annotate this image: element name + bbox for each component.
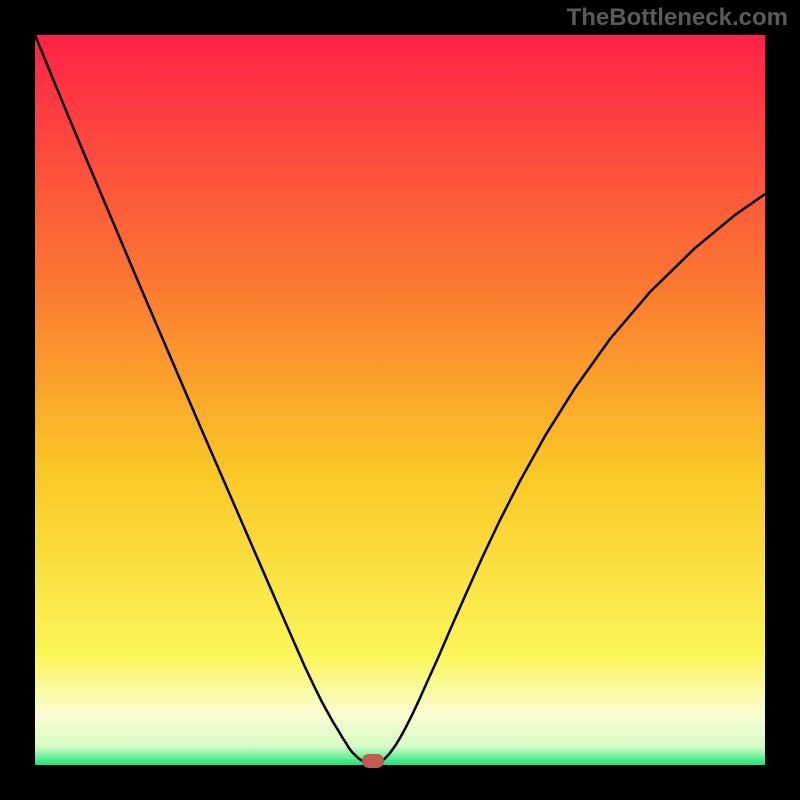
watermark-text: TheBottleneck.com	[567, 4, 788, 32]
chart-container: TheBottleneck.com	[0, 0, 800, 800]
minimum-marker	[362, 754, 384, 768]
plot-area	[35, 35, 765, 765]
